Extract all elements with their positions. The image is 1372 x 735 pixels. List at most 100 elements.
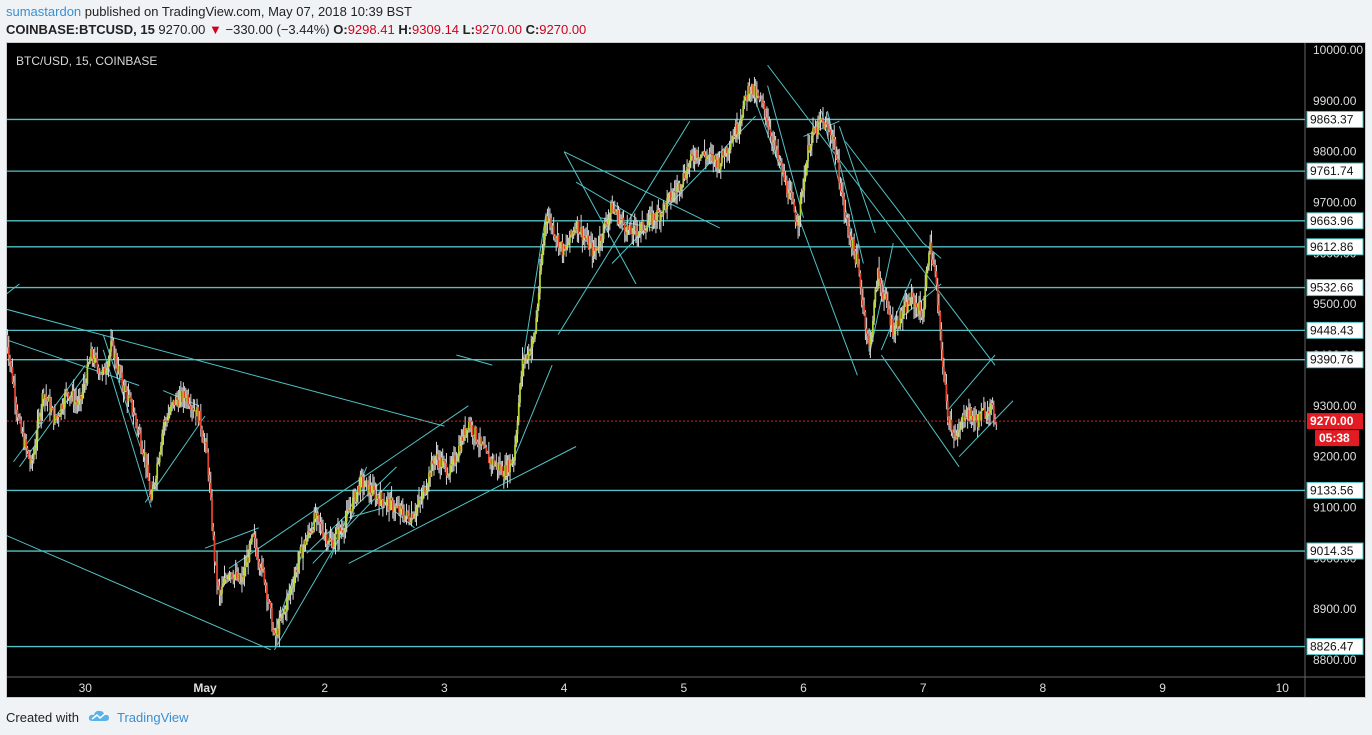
candle-body xyxy=(458,446,460,458)
candle-body xyxy=(108,351,111,359)
candle-body xyxy=(686,167,688,179)
candle-body xyxy=(955,435,958,439)
candle-body xyxy=(702,151,705,155)
candle-body xyxy=(868,336,871,346)
candle-body xyxy=(370,492,373,496)
candle-body xyxy=(145,452,147,468)
tradingview-link[interactable]: TradingView xyxy=(116,710,189,725)
candle-body xyxy=(925,269,928,287)
candle-body xyxy=(817,119,819,135)
candle-body xyxy=(671,197,674,201)
candle-body xyxy=(147,464,150,481)
candle-body xyxy=(697,157,700,159)
candle-body xyxy=(476,441,479,445)
candle-body xyxy=(956,432,959,439)
candle-body xyxy=(941,349,944,367)
candle-body xyxy=(869,337,872,346)
candle-body xyxy=(209,483,212,498)
candle-body xyxy=(364,480,367,487)
candle-body xyxy=(966,409,969,418)
candle-body xyxy=(438,459,440,469)
candle-body xyxy=(855,253,858,264)
candle-body xyxy=(889,314,892,325)
candle-body xyxy=(298,551,301,564)
candle-body xyxy=(666,197,669,209)
chart-title: BTC/USD, 15, COINBASE xyxy=(16,54,157,68)
candle-body xyxy=(976,420,979,428)
candle-body xyxy=(179,391,182,396)
candle-body xyxy=(100,373,102,375)
candle-body xyxy=(399,505,402,513)
candle-body xyxy=(794,211,797,222)
last-price-label: 9270.00 xyxy=(1310,414,1354,428)
candle-body xyxy=(496,462,499,470)
candle-body xyxy=(582,235,585,241)
candle-body xyxy=(691,154,693,156)
candle-body xyxy=(284,609,287,612)
candle-body xyxy=(692,155,695,160)
author-link[interactable]: sumastardon xyxy=(6,4,82,19)
candle-body xyxy=(499,464,501,471)
level-price-label: 8826.47 xyxy=(1310,640,1354,654)
candle-body xyxy=(919,302,922,311)
candle-body xyxy=(799,195,802,216)
candle-body xyxy=(525,354,528,360)
candle-body xyxy=(718,157,721,170)
open-value: 9298.41 xyxy=(347,22,395,37)
candle-body xyxy=(928,252,930,266)
tradingview-logo-icon[interactable] xyxy=(87,709,111,726)
candle-body xyxy=(959,428,962,431)
candle-body xyxy=(540,263,543,271)
candle-body xyxy=(394,506,397,512)
candle-body xyxy=(549,218,551,220)
candle-body xyxy=(194,410,197,417)
candle-body xyxy=(773,140,776,142)
candle-body xyxy=(511,460,514,464)
candle-body xyxy=(118,365,121,374)
candle-body xyxy=(157,462,160,464)
candle-body xyxy=(390,497,393,501)
candle-body xyxy=(288,593,291,596)
candle-body xyxy=(581,227,584,241)
candle-body xyxy=(405,511,408,516)
candle-body xyxy=(211,497,213,528)
candle-body xyxy=(448,474,450,477)
candle-body xyxy=(943,366,945,376)
candle-body xyxy=(930,242,933,260)
y-tick-label: 9900.00 xyxy=(1313,94,1357,108)
candle-body xyxy=(304,540,307,545)
candle-body xyxy=(802,189,804,191)
candle-body xyxy=(294,569,297,578)
candle-body xyxy=(229,573,232,575)
candle-body xyxy=(535,317,538,333)
candle-body xyxy=(327,542,329,545)
candle-body xyxy=(701,154,703,156)
candle-body xyxy=(557,234,560,249)
candle-body xyxy=(369,485,372,493)
candle-body xyxy=(520,376,523,385)
candle-body xyxy=(431,460,434,464)
candle-body xyxy=(42,393,45,399)
candle-body xyxy=(706,156,708,160)
candle-body xyxy=(738,123,741,132)
candle-body xyxy=(222,583,225,587)
candle-body xyxy=(825,122,828,125)
candle-body xyxy=(699,154,702,159)
candle-body xyxy=(606,224,609,226)
candle-body xyxy=(112,340,115,359)
candle-body xyxy=(489,458,491,464)
candle-body xyxy=(678,183,681,191)
high-value: 9309.14 xyxy=(412,22,460,37)
candle-body xyxy=(217,581,220,586)
candle-body xyxy=(596,247,599,249)
candle-body xyxy=(280,613,283,619)
y-tick-label: 8800.00 xyxy=(1313,653,1357,667)
candle-body xyxy=(900,310,903,319)
candle-body xyxy=(844,212,847,218)
price-chart[interactable]: BTC/USD, 15, COINBASE 10000.00 9900.00 9800… xyxy=(7,43,1365,697)
candle-body xyxy=(583,235,586,238)
candle-body xyxy=(339,527,342,532)
candle-body xyxy=(834,139,837,155)
chart-panel[interactable]: BTC/USD, 15, COINBASE 10000.00 9900.00 9800… xyxy=(6,42,1366,698)
candle-body xyxy=(307,531,309,539)
